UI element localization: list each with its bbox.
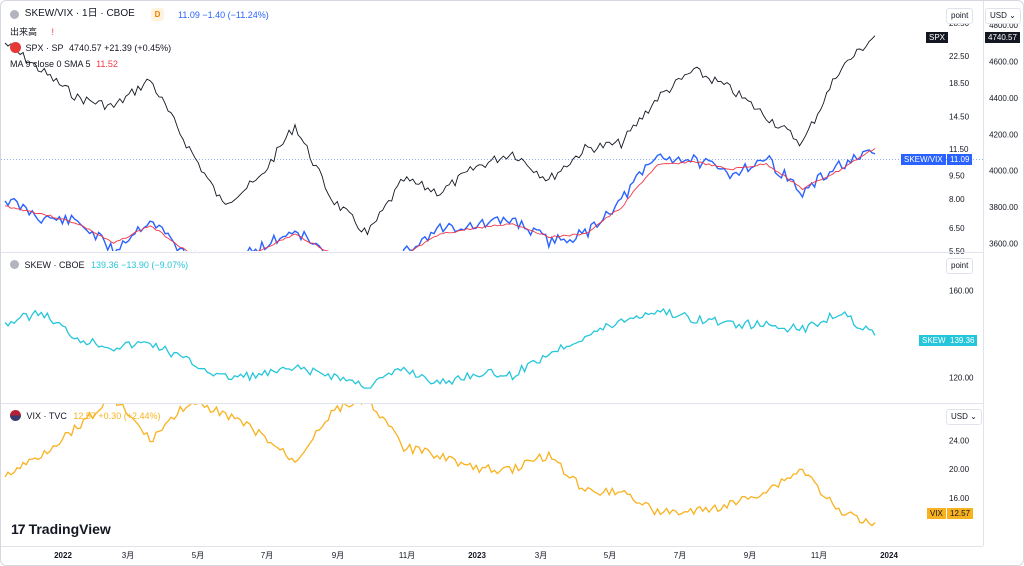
- main-label-tag: SKEW/VIX: [901, 154, 946, 165]
- vix-currency-label: USD: [951, 412, 968, 421]
- x-axis-label: 11月: [811, 551, 827, 560]
- chevron-down-icon: ⌄: [1009, 11, 1016, 20]
- ma-value: 11.52: [96, 58, 118, 69]
- skew-vix-line: [4, 149, 876, 251]
- x-axis: 2022 3月 5月 7月 9月 11月 2023 3月 5月 7月 9月 11月 2024: [54, 551, 898, 560]
- right-axis-tick: 3600.00: [989, 240, 1018, 249]
- tradingview-logo-icon: 17: [11, 521, 26, 537]
- symbol-logo-icon: [10, 9, 19, 19]
- skew-title[interactable]: SKEW · CBOE: [24, 259, 85, 270]
- skew-value: 139.36: [91, 259, 119, 270]
- spx-label-tag: SPX: [926, 32, 949, 43]
- vix-line: [4, 404, 876, 527]
- volume-legend[interactable]: 出来高 !: [10, 25, 54, 38]
- right-axis-tick: 3800.00: [989, 203, 1018, 212]
- left-axis-tick: 11.50: [949, 145, 969, 154]
- price-axis-separator: [983, 1, 984, 546]
- x-axis-label: 3月: [535, 551, 547, 560]
- main-symbol-title[interactable]: SKEW/VIX · 1日 · CBOE: [24, 8, 135, 19]
- left-axis-tick: 6.50: [949, 224, 965, 233]
- volume-label: 出来高: [10, 26, 38, 37]
- skew-value-tag: 139.36: [947, 335, 978, 346]
- series-layer: [4, 35, 876, 527]
- warning-icon[interactable]: !: [51, 26, 55, 37]
- vix-axis-tick: 16.00: [949, 494, 970, 503]
- data-delay-badge[interactable]: D: [151, 8, 164, 21]
- x-axis-label: 9月: [332, 551, 344, 560]
- currency-button[interactable]: USD ⌄: [985, 8, 1021, 24]
- skew-axis-tick: 160.00: [949, 287, 974, 296]
- main-value: 11.09: [178, 9, 200, 20]
- left-axis-tick: 8.00: [949, 195, 965, 204]
- main-legend[interactable]: SKEW/VIX · 1日 · CBOE: [10, 8, 135, 21]
- x-axis-label: 7月: [674, 551, 686, 560]
- compare-change: +21.39 (+0.45%): [104, 42, 172, 53]
- right-axis-tick: 4000.00: [989, 167, 1018, 176]
- x-axis-label: 2024: [880, 551, 898, 560]
- right-axis-tick: 4200.00: [989, 130, 1018, 139]
- left-axis-tick: 14.50: [949, 113, 970, 122]
- right-axis-tick: 4800.00: [989, 21, 1018, 30]
- vix-axis-tick: 24.00: [949, 437, 970, 446]
- us-flag-icon: [10, 410, 21, 422]
- right-axis-tick: 4600.00: [989, 57, 1018, 66]
- pane-separator-2[interactable]: [1, 403, 983, 404]
- main-value-tag: 11.09: [947, 154, 973, 165]
- pane-separator-1[interactable]: [1, 252, 983, 253]
- pane3-series: [4, 404, 876, 527]
- compare-legend[interactable]: SPX · SP 4740.57 +21.39 (+0.45%): [10, 41, 171, 54]
- vix-currency-button[interactable]: USD ⌄: [946, 409, 982, 425]
- vix-value-tag: 12.57: [947, 508, 974, 519]
- sp500-logo-icon: [10, 42, 21, 54]
- left-axis-tick: 18.50: [949, 79, 970, 88]
- x-axis-label: 5月: [604, 551, 616, 560]
- symbol-logo-icon: [10, 260, 19, 270]
- x-axis-label: 9月: [744, 551, 756, 560]
- x-axis-label: 11月: [399, 551, 415, 560]
- scale-mode-button[interactable]: point: [946, 8, 974, 24]
- skew-legend[interactable]: SKEW · CBOE 139.36 −13.90 (−9.07%): [10, 258, 188, 271]
- compare-value: 4740.57: [69, 42, 102, 53]
- compare-symbol[interactable]: SPX · SP: [25, 42, 64, 53]
- currency-label: USD: [990, 11, 1007, 20]
- ma-legend[interactable]: MA 9 close 0 SMA 5 11.52: [10, 57, 118, 70]
- vix-change: +0.30 (+2.44%): [98, 410, 161, 421]
- tradingview-logo[interactable]: 17 TradingView: [11, 521, 111, 537]
- vix-label-tag: VIX: [927, 508, 946, 519]
- x-axis-label: 2023: [468, 551, 486, 560]
- chevron-down-icon: ⌄: [970, 412, 977, 421]
- spx-line: [4, 35, 876, 236]
- right-axis-tick: 4400.00: [989, 94, 1018, 103]
- vix-legend[interactable]: VIX · TVC 12.57 +0.30 (+2.44%): [10, 409, 160, 422]
- skew-scale-button[interactable]: point: [946, 258, 974, 274]
- ma-label: MA 9 close 0 SMA 5: [10, 58, 91, 69]
- pane1-series: [4, 35, 876, 251]
- spx-price-tag: 4740.57: [985, 32, 1020, 43]
- x-axis-label: 7月: [261, 551, 273, 560]
- skew-label-tag: SKEW: [919, 335, 949, 346]
- logo-text: TradingView: [28, 521, 111, 537]
- vix-title[interactable]: VIX · TVC: [26, 410, 67, 421]
- skew-axis-tick: 120.00: [949, 373, 974, 382]
- x-axis-label: 3月: [122, 551, 134, 560]
- vix-axis-tick: 20.00: [949, 465, 970, 474]
- left-axis-tick: 9.50: [949, 171, 965, 180]
- left-axis-tick: 22.50: [949, 52, 970, 61]
- left-axis-tick: 5.50: [949, 247, 965, 256]
- ma-line: [4, 148, 876, 251]
- skew-change: −13.90 (−9.07%): [121, 259, 189, 270]
- x-axis-label: 5月: [192, 551, 204, 560]
- main-change: −1.40 (−11.24%): [202, 9, 269, 20]
- time-axis-separator: [1, 546, 983, 547]
- main-values: 11.09 −1.40 (−11.24%): [178, 8, 269, 21]
- vix-value: 12.57: [73, 410, 96, 421]
- x-axis-label: 2022: [54, 551, 72, 560]
- skew-line: [4, 307, 876, 389]
